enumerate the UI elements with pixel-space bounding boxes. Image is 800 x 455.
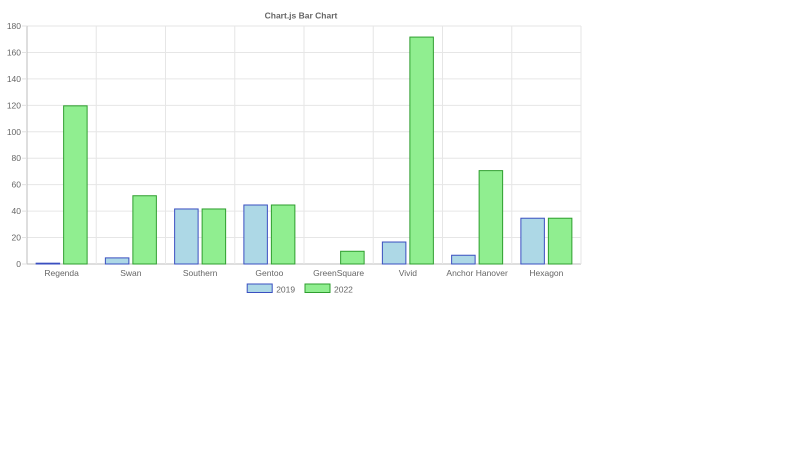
y-tick-label: 20 <box>12 233 22 243</box>
y-tick-label: 40 <box>12 206 22 216</box>
legend-item-2022[interactable]: 2022 <box>304 283 353 295</box>
legend-label: 2022 <box>334 285 353 295</box>
bar-2019-southern[interactable] <box>174 208 199 265</box>
x-tick-label: GreenSquare <box>313 268 364 278</box>
legend[interactable]: 2019 2022 <box>246 283 353 295</box>
x-tick-label: Anchor Hanover <box>446 268 508 278</box>
y-tick-label: 160 <box>7 47 21 57</box>
legend-swatch <box>304 283 331 293</box>
bar-2019-vivid[interactable] <box>381 241 407 265</box>
bars <box>35 36 573 265</box>
grid <box>26 25 582 265</box>
legend-item-2019[interactable]: 2019 <box>246 283 295 295</box>
y-tick-label: 100 <box>7 127 21 137</box>
bar-2022-regenda[interactable] <box>63 105 88 265</box>
bar-2019-gentoo[interactable] <box>243 204 268 265</box>
y-tick-label: 0 <box>16 259 21 269</box>
y-tick-label: 80 <box>12 153 22 163</box>
x-tick-label: Hexagon <box>529 268 563 278</box>
bar-2022-hexagon[interactable] <box>547 217 573 265</box>
x-tick-label: Vivid <box>399 268 418 278</box>
y-tick-label: 120 <box>7 100 21 110</box>
bar-2019-anchor-hanover[interactable] <box>451 254 476 265</box>
chart-title: Chart.js Bar Chart <box>265 11 338 21</box>
x-tick-label: Swan <box>120 268 142 278</box>
axes: 0 20 40 60 80 100 120 140 160 180 Regenda Swan South… <box>7 21 564 278</box>
x-tick-label: Southern <box>183 268 218 278</box>
bar-2022-greensquare[interactable] <box>340 250 365 265</box>
bar-2022-vivid[interactable] <box>409 36 434 265</box>
bar-2019-swan[interactable] <box>104 257 130 265</box>
bar-2022-anchor-hanover[interactable] <box>478 170 504 265</box>
bar-2022-southern[interactable] <box>201 208 227 265</box>
bar-2022-swan[interactable] <box>132 195 157 265</box>
x-tick-label: Gentoo <box>255 268 283 278</box>
legend-swatch <box>246 283 273 293</box>
y-tick-label: 60 <box>12 180 22 190</box>
bar-2022-gentoo[interactable] <box>270 204 296 265</box>
bar-2019-hexagon[interactable] <box>520 217 545 265</box>
y-tick-label: 180 <box>7 21 21 31</box>
legend-label: 2019 <box>276 285 295 295</box>
bar-2019-regenda[interactable] <box>35 262 61 265</box>
y-tick-label: 140 <box>7 74 21 84</box>
x-tick-label: Regenda <box>44 268 79 278</box>
